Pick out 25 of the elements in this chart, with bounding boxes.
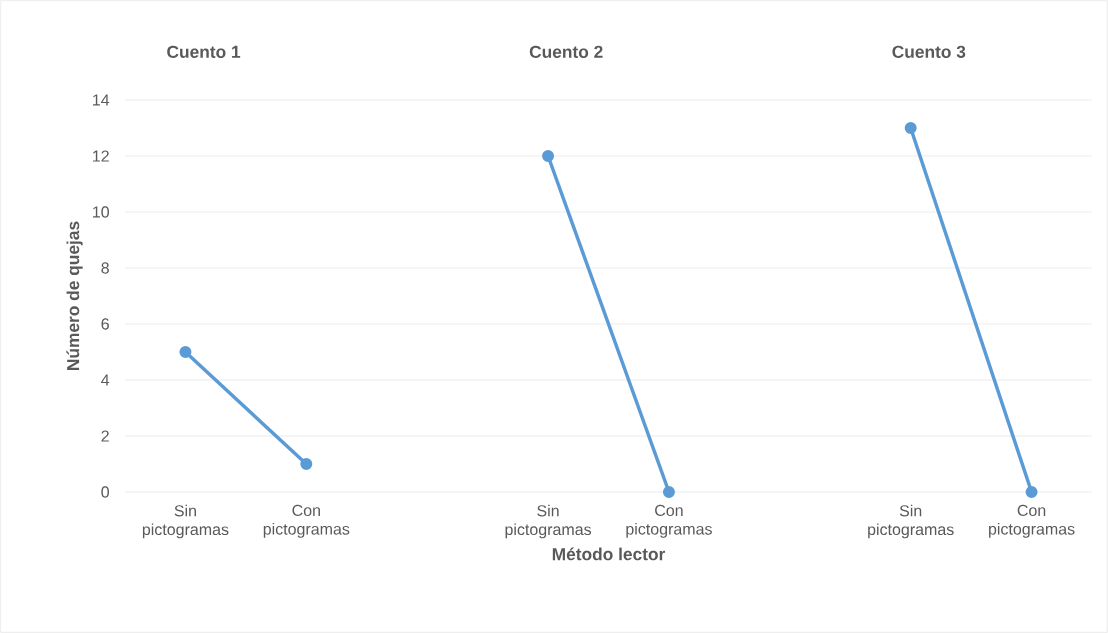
- y-tick-label: 2: [101, 430, 109, 442]
- point: [1025, 486, 1038, 499]
- y-tick-label: 10: [93, 206, 109, 218]
- x-tick-label: Con pictogramas: [626, 504, 712, 538]
- y-tick-label: 14: [93, 94, 110, 106]
- text: Cuento 2: [529, 45, 603, 58]
- y-tick-label: 8: [101, 262, 109, 274]
- x-tick-label: Con pictogramas: [263, 504, 350, 538]
- point: [904, 121, 917, 135]
- point: [662, 486, 675, 499]
- y-tick-label: 4: [101, 374, 110, 386]
- y-tick-label: 6: [101, 318, 109, 330]
- point: [300, 457, 313, 471]
- text: Cuento 1: [167, 45, 241, 58]
- x-tick-label: Sin pictogramas: [505, 504, 592, 539]
- y-tick-label: 0: [101, 486, 110, 498]
- x-axis-title: Método lector: [552, 547, 666, 561]
- y-axis-title: Número de quejas: [66, 221, 83, 370]
- y-tick-label: 12: [93, 150, 109, 162]
- point: [179, 345, 192, 359]
- point: [542, 149, 555, 163]
- x-tick-label: Sin pictogramas: [868, 504, 954, 539]
- x-tick-label: Con pictogramas: [989, 504, 1075, 538]
- text: Cuento 3: [892, 45, 966, 58]
- x-tick-label: Sin pictogramas: [142, 504, 229, 539]
